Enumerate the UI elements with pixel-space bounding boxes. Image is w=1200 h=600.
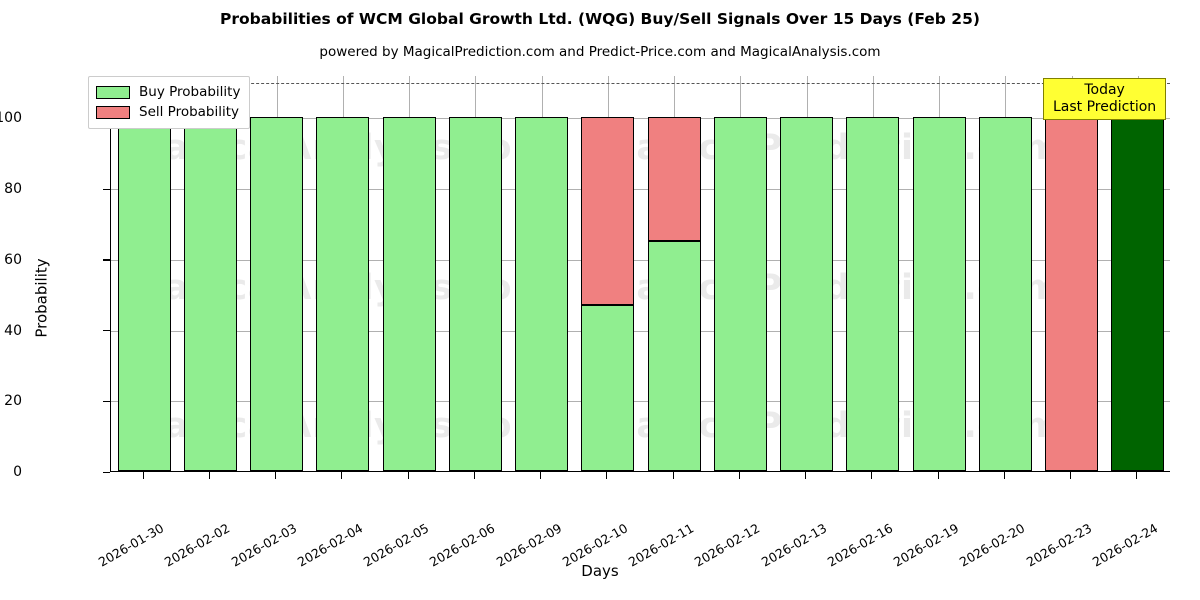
gridline-horizontal (111, 259, 1170, 261)
chart-subtitle: powered by MagicalPrediction.com and Pre… (319, 44, 881, 60)
x-axis-tick-mark (871, 472, 873, 479)
x-axis-tick-mark (540, 472, 542, 479)
bar-group[interactable] (912, 76, 966, 471)
bar-segment-buy[interactable] (647, 241, 701, 471)
today-last-prediction-annotation: Today Last Prediction (1043, 78, 1167, 121)
x-axis-tick-mark (142, 472, 144, 479)
bar-segment-sell[interactable] (1045, 117, 1099, 471)
x-axis-tick-mark (407, 472, 409, 479)
y-axis-label: Probability (32, 258, 51, 338)
bar-group[interactable] (780, 76, 834, 471)
y-axis-tick-label: 40 (4, 322, 22, 339)
y-axis-tick-label: 80 (4, 181, 22, 198)
bar-segment-buy[interactable] (846, 117, 900, 471)
y-axis-tick-label: 60 (4, 251, 22, 268)
x-axis-tick-mark (208, 472, 210, 479)
bar-segment-buy[interactable] (382, 117, 436, 471)
legend-swatch-icon (96, 105, 130, 119)
legend-item-label: Buy Probability (139, 84, 241, 100)
chart-legend: Buy Probability Sell Probability (88, 76, 251, 129)
bar-group[interactable] (713, 76, 767, 471)
y-axis-tick-label: 20 (4, 393, 22, 410)
bar-group[interactable] (117, 76, 171, 471)
chart-title: Probabilities of WCM Global Growth Ltd. … (220, 10, 980, 28)
legend-item-label: Sell Probability (139, 104, 240, 120)
bar-group[interactable] (448, 76, 502, 471)
y-axis-tick-mark (103, 400, 110, 402)
x-axis-tick-mark (1003, 472, 1005, 479)
bar-group[interactable] (1111, 76, 1165, 471)
bar-group[interactable] (183, 76, 237, 471)
x-axis-tick-mark (738, 472, 740, 479)
bar-segment-buy[interactable] (117, 117, 171, 471)
bar-segment-buy[interactable] (250, 117, 304, 471)
bar-segment-buy[interactable] (978, 117, 1032, 471)
x-axis-label: Days (581, 562, 619, 580)
x-axis-tick-mark (341, 472, 343, 479)
legend-item[interactable]: Buy Probability (96, 82, 240, 102)
x-axis-tick-mark (1070, 472, 1072, 479)
gridline-horizontal (111, 401, 1170, 403)
gridline-horizontal (111, 189, 1170, 191)
legend-item[interactable]: Sell Probability (96, 102, 240, 122)
x-axis-tick-mark (473, 472, 475, 479)
bar-group[interactable] (846, 76, 900, 471)
bar-segment-buy[interactable] (780, 117, 834, 471)
bar-group[interactable] (978, 76, 1032, 471)
y-axis-tick-label: 0 (13, 464, 22, 480)
y-axis-tick-mark (103, 330, 110, 332)
bar-segment-buy[interactable] (713, 117, 767, 471)
bar-group[interactable] (581, 76, 635, 471)
today-label: Today (1084, 82, 1125, 98)
x-axis-tick-mark (606, 472, 608, 479)
plot-area: MagicalAnalysis.comMagicalPrediction.com… (110, 76, 1170, 472)
x-axis-tick-mark (275, 472, 277, 479)
gridline-horizontal (111, 330, 1170, 332)
bar-segment-buy[interactable] (912, 117, 966, 471)
bar-segment-buy[interactable] (448, 117, 502, 471)
reference-dashed-line (111, 83, 1170, 85)
bar-segment-buy[interactable] (183, 117, 237, 471)
bar-group[interactable] (382, 76, 436, 471)
bar-segment-sell[interactable] (647, 117, 701, 242)
last-prediction-label: Last Prediction (1053, 98, 1157, 115)
y-axis-tick-label: 100 (0, 110, 22, 127)
bar-segment-buy[interactable] (581, 304, 635, 471)
y-axis-tick-mark (103, 471, 110, 473)
x-axis-tick-mark (672, 472, 674, 479)
bar-group[interactable] (647, 76, 701, 471)
legend-swatch-icon (96, 85, 130, 99)
y-axis-tick-mark (103, 259, 110, 261)
bar-group[interactable] (250, 76, 304, 471)
bar-group[interactable] (1045, 76, 1099, 471)
bar-segment-sell[interactable] (581, 117, 635, 305)
bar-group[interactable] (316, 76, 370, 471)
bar-segment-buy[interactable] (515, 117, 569, 471)
x-axis-tick-mark (1136, 472, 1138, 479)
bar-segment-buy[interactable] (316, 117, 370, 471)
bar-segment-buy[interactable] (1111, 117, 1165, 471)
plot-inner: MagicalAnalysis.comMagicalPrediction.com… (111, 76, 1170, 471)
y-axis-tick-mark (103, 188, 110, 190)
x-axis-tick-mark (937, 472, 939, 479)
bar-group[interactable] (515, 76, 569, 471)
gridline-horizontal (111, 118, 1170, 120)
x-axis-tick-mark (805, 472, 807, 479)
